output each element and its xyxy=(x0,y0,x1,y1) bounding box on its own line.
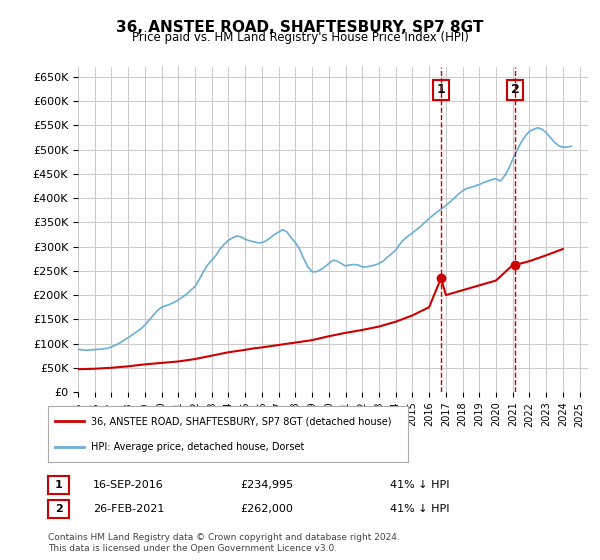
Text: Price paid vs. HM Land Registry's House Price Index (HPI): Price paid vs. HM Land Registry's House … xyxy=(131,31,469,44)
Text: £262,000: £262,000 xyxy=(240,504,293,514)
Text: 1: 1 xyxy=(55,480,62,490)
Text: 2: 2 xyxy=(511,83,520,96)
Text: 36, ANSTEE ROAD, SHAFTESBURY, SP7 8GT (detached house): 36, ANSTEE ROAD, SHAFTESBURY, SP7 8GT (d… xyxy=(91,416,392,426)
Text: 2: 2 xyxy=(55,504,62,514)
Text: 36, ANSTEE ROAD, SHAFTESBURY, SP7 8GT: 36, ANSTEE ROAD, SHAFTESBURY, SP7 8GT xyxy=(116,20,484,35)
Text: 26-FEB-2021: 26-FEB-2021 xyxy=(93,504,164,514)
Text: 41% ↓ HPI: 41% ↓ HPI xyxy=(390,480,449,490)
Text: HPI: Average price, detached house, Dorset: HPI: Average price, detached house, Dors… xyxy=(91,442,305,452)
Text: £234,995: £234,995 xyxy=(240,480,293,490)
Text: 16-SEP-2016: 16-SEP-2016 xyxy=(93,480,164,490)
Text: 1: 1 xyxy=(437,83,445,96)
Text: 41% ↓ HPI: 41% ↓ HPI xyxy=(390,504,449,514)
Text: Contains HM Land Registry data © Crown copyright and database right 2024.
This d: Contains HM Land Registry data © Crown c… xyxy=(48,533,400,553)
